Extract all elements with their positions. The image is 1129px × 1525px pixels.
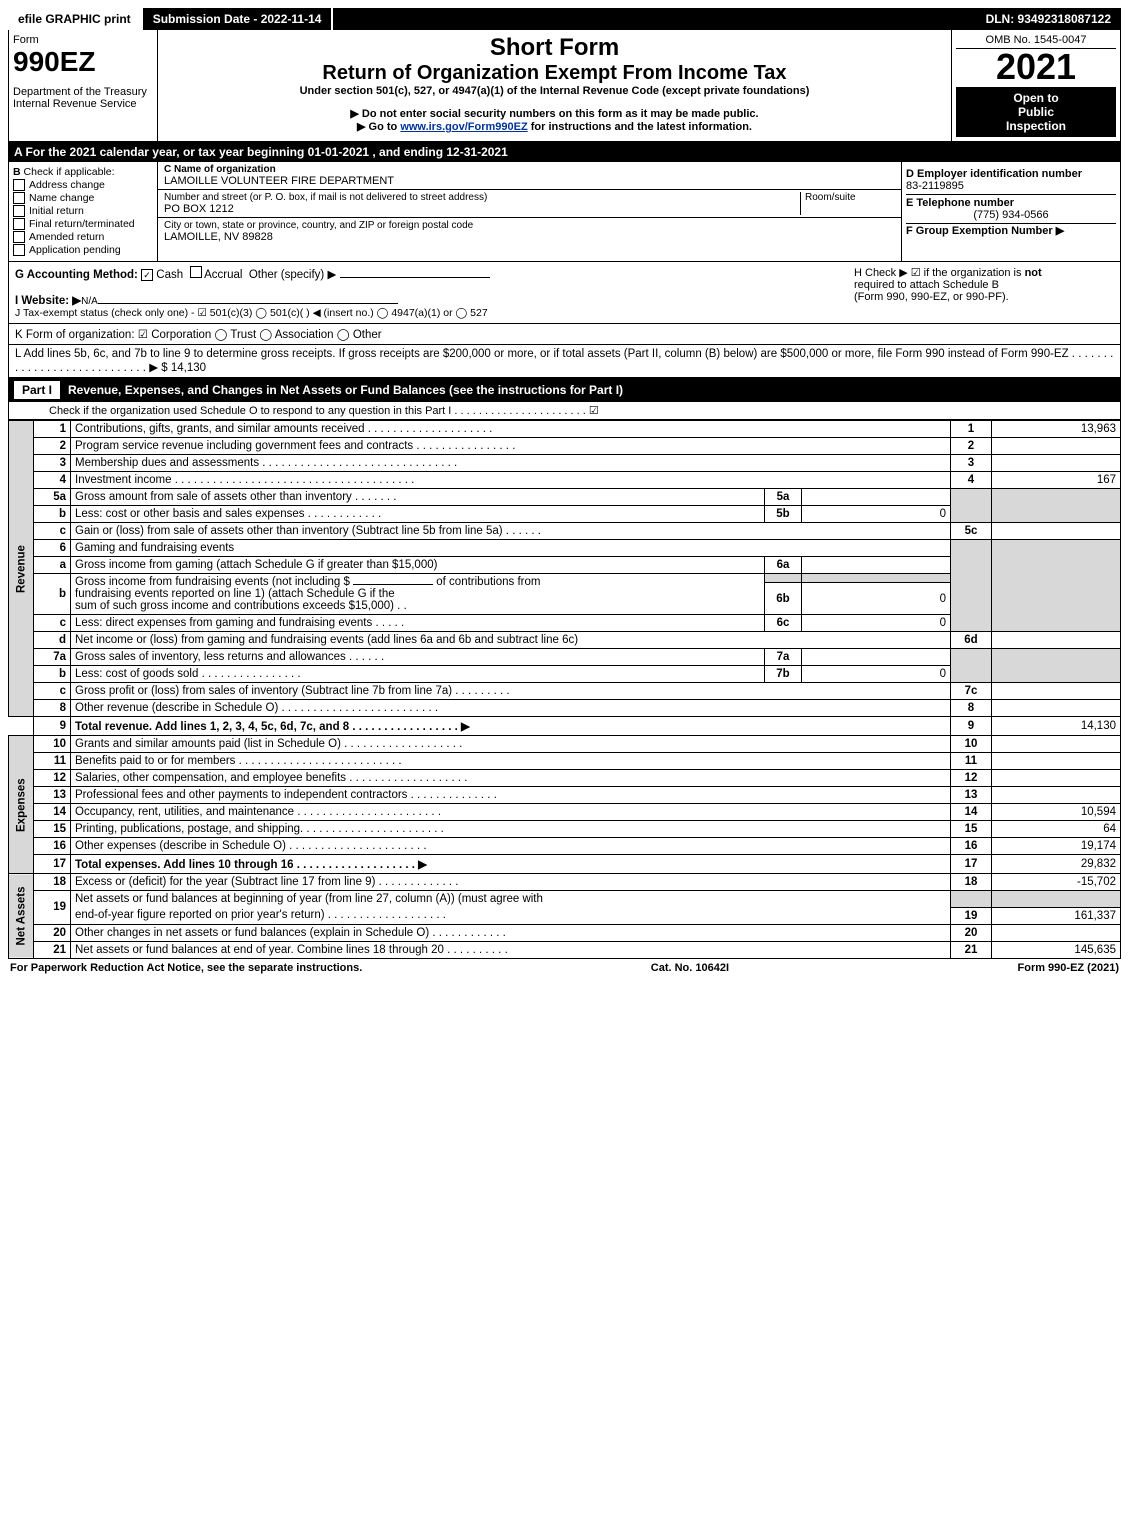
goto-note: ▶ Go to www.irs.gov/Form990EZ for instru…	[162, 120, 947, 133]
dln: DLN: 93492318087122	[976, 8, 1121, 30]
footer: For Paperwork Reduction Act Notice, see …	[8, 959, 1121, 977]
room-suite-label: Room/suite	[800, 192, 895, 215]
checkbox-final-return[interactable]	[13, 218, 25, 230]
paperwork-notice: For Paperwork Reduction Act Notice, see …	[10, 962, 362, 974]
k-section: K Form of organization: ☑ Corporation ◯ …	[8, 324, 1121, 345]
line14-amt: 10,594	[992, 804, 1121, 821]
gross-receipts: 14,130	[171, 362, 206, 374]
part1-sub: Check if the organization used Schedule …	[8, 402, 1121, 420]
org-name: LAMOILLE VOLUNTEER FIRE DEPARTMENT	[164, 175, 895, 187]
tax-exempt-status: J Tax-exempt status (check only one) - ☑…	[15, 307, 488, 319]
street-address: PO BOX 1212	[164, 203, 800, 215]
line4-amt: 167	[992, 472, 1121, 489]
form-number: 990EZ	[13, 46, 153, 78]
checkbox-pending[interactable]	[13, 244, 25, 256]
revenue-side-label: Revenue	[9, 421, 34, 717]
top-bar: efile GRAPHIC print Submission Date - 20…	[8, 8, 1121, 30]
line9-amt: 14,130	[992, 717, 1121, 736]
dept-line2: Internal Revenue Service	[13, 98, 153, 110]
telephone: (775) 934-0566	[906, 209, 1116, 221]
checkbox-address-change[interactable]	[13, 179, 25, 191]
part1-header: Part I Revenue, Expenses, and Changes in…	[8, 378, 1121, 402]
form-version: Form 990-EZ (2021)	[1018, 962, 1119, 974]
gh-section: G Accounting Method: ✓ Cash Accrual Othe…	[8, 262, 1121, 324]
section-a-period: A For the 2021 calendar year, or tax yea…	[8, 142, 1121, 162]
checkbox-amended[interactable]	[13, 231, 25, 243]
cat-no: Cat. No. 10642I	[651, 962, 729, 974]
title-short-form: Short Form	[162, 34, 947, 62]
line15-amt: 64	[992, 821, 1121, 838]
expenses-side-label: Expenses	[9, 736, 34, 874]
line17-amt: 29,832	[992, 855, 1121, 874]
open-inspection: Open to Public Inspection	[956, 87, 1116, 137]
info-grid: B Check if applicable: Address change Na…	[8, 162, 1121, 262]
form-header: Form 990EZ Department of the Treasury In…	[8, 30, 1121, 142]
website-value: N/A	[81, 296, 98, 307]
checkbox-initial-return[interactable]	[13, 205, 25, 217]
efile-label[interactable]: efile GRAPHIC print	[8, 8, 143, 30]
line21-amt: 145,635	[992, 941, 1121, 958]
ssn-note: ▶ Do not enter social security numbers o…	[162, 107, 947, 120]
line16-amt: 19,174	[992, 838, 1121, 855]
dept-line1: Department of the Treasury	[13, 86, 153, 98]
city-state-zip: LAMOILLE, NV 89828	[164, 231, 895, 243]
tax-year: 2021	[956, 49, 1116, 85]
line1-amt: 13,963	[992, 421, 1121, 438]
checkbox-accrual[interactable]	[190, 266, 202, 278]
ein: 83-2119895	[906, 180, 964, 192]
irs-link[interactable]: www.irs.gov/Form990EZ	[400, 121, 527, 133]
l-section: L Add lines 5b, 6c, and 7b to line 9 to …	[8, 345, 1121, 378]
subtitle: Under section 501(c), 527, or 4947(a)(1)…	[162, 85, 947, 97]
title-return: Return of Organization Exempt From Incom…	[162, 62, 947, 85]
netassets-side-label: Net Assets	[9, 874, 34, 959]
group-exemption-label: F Group Exemption Number ▶	[906, 225, 1064, 237]
form-label: Form	[13, 34, 153, 46]
checkbox-cash[interactable]: ✓	[141, 269, 153, 281]
checkbox-name-change[interactable]	[13, 192, 25, 204]
line18-amt: -15,702	[992, 874, 1121, 891]
lines-table: Revenue 1 Contributions, gifts, grants, …	[8, 420, 1121, 959]
line19-amt: 161,337	[992, 907, 1121, 924]
submission-date: Submission Date - 2022-11-14	[143, 8, 334, 30]
